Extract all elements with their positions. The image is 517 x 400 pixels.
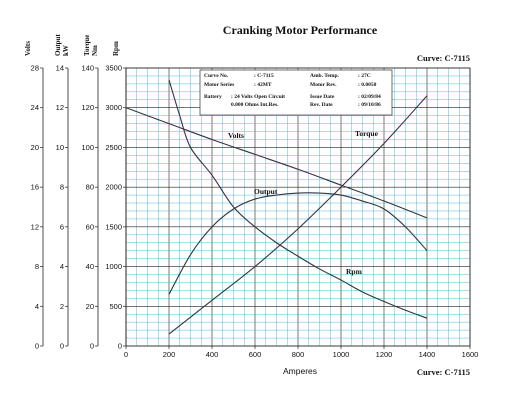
- info-key: Motor Series: [204, 82, 234, 88]
- series-label-rpm: Rpm: [346, 267, 363, 276]
- series-labels: Volts Torque Output Rpm: [228, 129, 379, 276]
- axis-title: Torque: [83, 35, 91, 56]
- chart-title: Cranking Motor Performance: [223, 23, 378, 37]
- info-key: Amb. Temp.: [310, 73, 340, 79]
- axis-tick-label: 2000: [105, 183, 122, 192]
- axis-title: Rpm: [112, 41, 120, 56]
- axis-unit: Nm: [91, 45, 99, 56]
- x-tick-label: 1000: [333, 350, 350, 359]
- x-tick-label: 600: [249, 350, 262, 359]
- series: [125, 79, 428, 335]
- curve-label-bottom: Curve: C-7115: [417, 367, 470, 377]
- series-line-rpm: [168, 79, 428, 319]
- axis-tick-label: 40: [86, 262, 94, 271]
- axis-tick-label: 3000: [105, 103, 122, 112]
- axis-tick-label: 20: [86, 302, 94, 311]
- axis-tick-label: 8: [60, 183, 64, 192]
- series-line-volts: [125, 107, 428, 219]
- axis-tick-label: 2: [60, 302, 64, 311]
- axis-tick-label: 100: [81, 143, 94, 152]
- x-tick-label: 400: [206, 350, 219, 359]
- axis-tick-label: 1500: [105, 222, 122, 231]
- series-label-torque: Torque: [355, 129, 379, 138]
- axis-tick-label: 120: [81, 103, 94, 112]
- info-value: 0.000 Ohms Int.Res.: [231, 102, 279, 108]
- axis-tick-label: 0: [35, 342, 39, 351]
- info-value: : 42MT: [254, 82, 272, 88]
- info-value: : 27C: [358, 73, 371, 79]
- info-value: : 02/09/84: [358, 94, 381, 100]
- x-tick-label: 800: [292, 350, 305, 359]
- info-key: Curve No.: [204, 73, 229, 79]
- axis-tick-label: 1000: [105, 262, 122, 271]
- info-key: Motor Rev.: [310, 82, 337, 88]
- series-line-torque: [168, 95, 428, 335]
- info-key: Rev. Date: [310, 102, 333, 108]
- axis-tick-label: 0: [60, 342, 64, 351]
- axis-tick-label: 16: [31, 183, 39, 192]
- axis-title: Output: [54, 34, 62, 56]
- axis-tick-label: 20: [31, 143, 39, 152]
- axis-tick-label: 10: [56, 143, 64, 152]
- axis-tick-label: 4: [35, 302, 39, 311]
- axis-tick-label: 28: [31, 64, 39, 73]
- axis-tick-label: 140: [81, 64, 94, 73]
- x-tick-label: 1600: [462, 350, 479, 359]
- info-key: Battery: [204, 94, 222, 100]
- info-value: : 0.0050: [358, 82, 377, 88]
- x-tick-label: 1200: [376, 350, 393, 359]
- info-value: : 24 Volts Open Circuit: [231, 94, 285, 100]
- axis-tick-label: 500: [109, 302, 122, 311]
- curve-label-top: Curve: C-7115: [417, 53, 470, 63]
- axis-tick-label: 4: [60, 262, 64, 271]
- axis-tick-label: 80: [86, 183, 94, 192]
- series-line-output: [168, 192, 428, 295]
- axis-tick-label: 12: [56, 103, 64, 112]
- axis-tick-label: 24: [31, 103, 39, 112]
- axis-title: Volts: [24, 41, 32, 56]
- x-tick-label: 0: [124, 350, 128, 359]
- series-label-output: Output: [254, 187, 278, 196]
- x-axis-label: Amperes: [283, 366, 317, 376]
- info-key: Issue Date: [310, 94, 335, 100]
- axis-tick-label: 14: [56, 64, 64, 73]
- info-box-frame: [199, 69, 393, 116]
- x-tick-label: 1400: [419, 350, 436, 359]
- axis-tick-label: 60: [86, 222, 94, 231]
- axis-tick-label: 8: [35, 262, 39, 271]
- series-label-volts: Volts: [228, 131, 244, 140]
- axis-tick-label: 6: [60, 222, 64, 231]
- info-value: : C-7115: [254, 73, 274, 79]
- axis-tick-label: 12: [31, 222, 39, 231]
- axis-tick-label: 2500: [105, 143, 122, 152]
- axis-tick-label: 0: [118, 342, 122, 351]
- axis-tick-label: 0: [90, 342, 94, 351]
- info-value: : 09/10/86: [358, 102, 381, 108]
- axis-tick-label: 3500: [105, 64, 122, 73]
- info-box: Curve No. : C-7115 Amb. Temp. : 27C Moto…: [199, 69, 393, 116]
- x-tick-label: 200: [163, 350, 176, 359]
- axis-unit: kW: [62, 45, 70, 56]
